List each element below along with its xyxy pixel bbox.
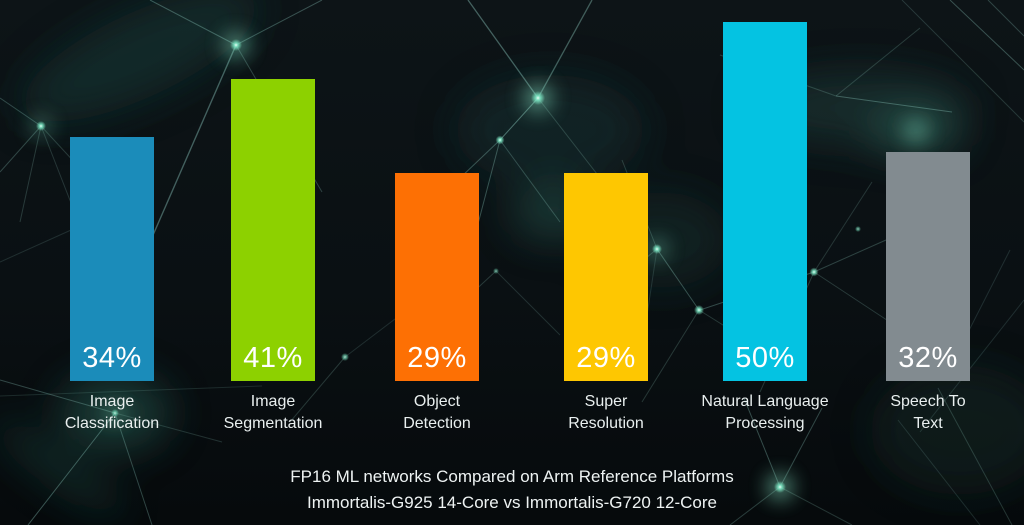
bar-speech-to-text: 32% xyxy=(886,152,970,381)
caption-line-1: FP16 ML networks Compared on Arm Referen… xyxy=(290,467,734,486)
bar-category-label: Image Classification xyxy=(64,393,160,432)
caption-line-2: Immortalis-G925 14-Core vs Immortalis-G7… xyxy=(306,493,717,512)
bar-value-label: 32% xyxy=(898,342,958,374)
bar-value-label: 29% xyxy=(576,342,636,374)
bar-super-resolution: 29% xyxy=(564,173,648,381)
bar-image-segmentation: 41% xyxy=(231,79,315,381)
bar-group-natural-language-processing: 50% Natural Language Processing xyxy=(675,0,855,525)
bar-category-label: Super Resolution xyxy=(568,393,644,432)
bar-category-label: Speech To Text xyxy=(890,393,966,432)
bar-group-image-segmentation: 41% Image Segmentation xyxy=(183,0,363,525)
bar-image-classification: 34% xyxy=(70,137,154,381)
bar-group-super-resolution: 29% Super Resolution xyxy=(516,0,696,525)
bar-group-object-detection: 29% Object Detection xyxy=(347,0,527,525)
bar-value-label: 34% xyxy=(82,342,142,374)
bar-value-label: 29% xyxy=(407,342,467,374)
bar-value-label: 41% xyxy=(243,342,303,374)
chart-caption: FP16 ML networks Compared on Arm Referen… xyxy=(0,464,1024,516)
bar-category-label: Natural Language Processing xyxy=(701,393,829,432)
bar-group-speech-to-text: 32% Speech To Text xyxy=(838,0,1018,525)
bar-value-label: 50% xyxy=(735,342,795,374)
bar-object-detection: 29% xyxy=(395,173,479,381)
bar-group-image-classification: 34% Image Classification xyxy=(22,0,202,525)
bar-category-label: Image Segmentation xyxy=(223,393,323,432)
bar-natural-language-processing: 50% xyxy=(723,22,807,381)
bar-category-label: Object Detection xyxy=(403,393,471,432)
